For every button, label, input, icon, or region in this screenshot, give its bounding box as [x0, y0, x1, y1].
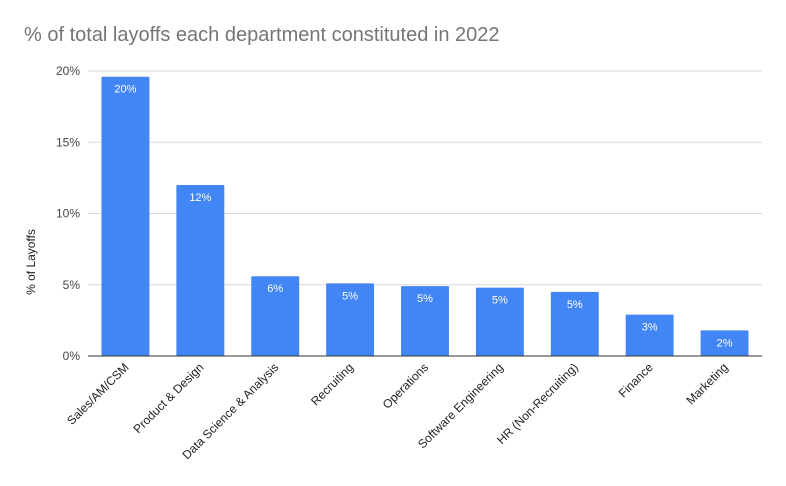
data-label: 5% [342, 290, 358, 302]
bar [475, 287, 524, 356]
bar [251, 276, 300, 356]
bar [625, 314, 674, 356]
data-labels: 20% 12% 6% 5% 5% 5% 5% 3% 2% [114, 84, 732, 350]
y-tick-label: 0% [63, 349, 81, 363]
y-tick-label: 15% [56, 135, 80, 149]
y-axis-label: % of Layoffs [24, 229, 38, 295]
bar [700, 330, 749, 356]
data-label: 5% [417, 293, 433, 305]
data-label: 5% [567, 299, 583, 311]
category-label: Sales/AM/CSM [64, 360, 131, 427]
bar [326, 283, 375, 356]
data-label: 3% [642, 322, 658, 334]
y-tick-label: 10% [56, 207, 80, 221]
data-label: 5% [492, 295, 508, 307]
category-label: Recruiting [308, 360, 356, 408]
data-label: 20% [114, 84, 136, 96]
bar [176, 185, 225, 356]
category-label: Finance [616, 360, 656, 400]
y-axis-ticks: 0% 5% 10% 15% 20% [56, 64, 80, 363]
chart-title: % of total layoffs each department const… [24, 24, 500, 46]
category-label: Marketing [684, 360, 731, 407]
data-label: 6% [267, 283, 283, 295]
data-label: 12% [189, 192, 211, 204]
bar [101, 76, 150, 356]
category-label: HR (Non-Recruiting) [494, 360, 581, 447]
category-label: Software Engineering [415, 360, 506, 451]
category-label: Product & Design [131, 360, 207, 436]
bars [101, 76, 749, 356]
y-tick-label: 5% [63, 278, 81, 292]
data-label: 2% [717, 337, 733, 349]
y-tick-label: 20% [56, 64, 80, 78]
bar [401, 286, 449, 356]
bar [550, 291, 599, 356]
category-label: Operations [380, 360, 431, 411]
